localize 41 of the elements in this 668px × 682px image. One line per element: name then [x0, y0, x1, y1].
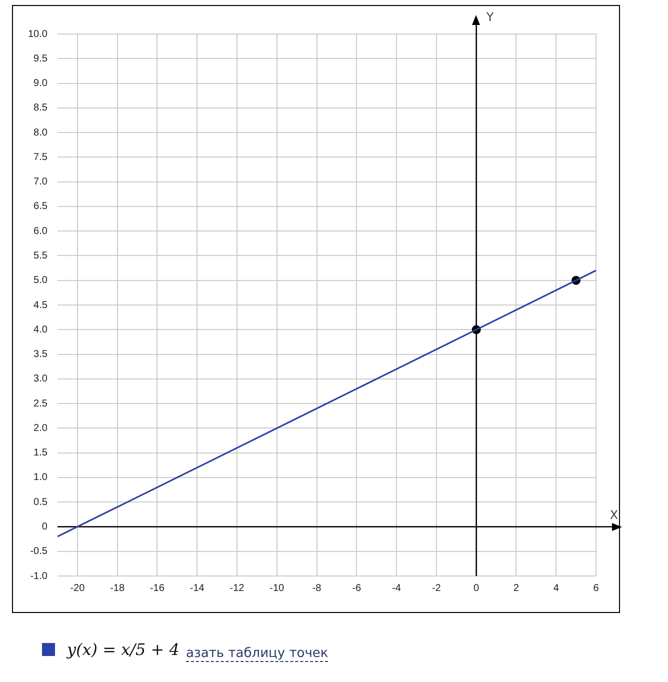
- y-tick-label: 7.5: [34, 152, 48, 163]
- y-tick-label: 0: [42, 521, 48, 532]
- y-tick-label: 5.0: [34, 275, 48, 286]
- x-tick-label: -4: [392, 582, 402, 594]
- y-tick-label: 4.5: [34, 300, 48, 311]
- y-tick-label: 10.0: [28, 28, 48, 40]
- x-axis-title: X: [610, 508, 618, 522]
- y-tick-label: 8.0: [34, 127, 48, 138]
- y-tick-label: 1.0: [34, 472, 48, 484]
- y-tick-label: 1.5: [34, 448, 48, 459]
- x-tick-label: -12: [230, 582, 245, 594]
- y-tick-label: -1.0: [30, 570, 48, 582]
- y-tick-label: 6.0: [34, 226, 48, 237]
- x-tick-label: 4: [553, 582, 560, 594]
- y-tick-label: 5.5: [34, 250, 48, 262]
- x-tick-label: -14: [190, 582, 205, 594]
- y-axis-title: Y: [485, 10, 494, 24]
- x-tick-label: -18: [110, 582, 125, 594]
- legend-label: y(x) = x/5 + 4: [67, 640, 180, 659]
- text: азать таблицу точек: [186, 646, 328, 661]
- x-tick-label: -20: [70, 582, 86, 594]
- y-tick-label: 7.0: [34, 176, 48, 188]
- y-tick-label: 0.5: [34, 496, 48, 508]
- y-tick-label: 2.5: [34, 398, 48, 410]
- y-tick-label: 9.0: [34, 78, 48, 90]
- y-tick-label: 2.0: [34, 422, 48, 434]
- y-tick-label: -0.5: [30, 546, 48, 558]
- x-tick-label: -2: [432, 582, 442, 594]
- x-tick-label: 2: [513, 582, 520, 594]
- x-tick-label: -10: [270, 582, 285, 594]
- x-tick-label: -16: [150, 582, 165, 594]
- x-tick-label: -8: [312, 582, 322, 594]
- y-tick-label: 6.5: [34, 201, 48, 212]
- x-tick-label: -6: [352, 582, 362, 594]
- y-tick-label: 3.0: [34, 374, 48, 385]
- x-tick-label: 6: [593, 582, 600, 594]
- y-tick-label: 8.5: [34, 102, 48, 114]
- y-tick-label: 9.5: [34, 53, 48, 64]
- y-tick-label: 3.5: [34, 349, 48, 360]
- y-tick-label: 4.0: [34, 324, 48, 336]
- x-tick-label: 0: [474, 582, 480, 594]
